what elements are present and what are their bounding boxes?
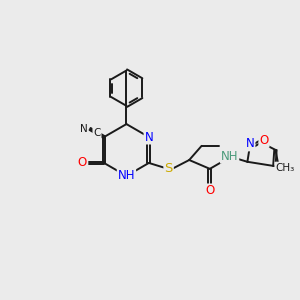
- Text: O: O: [205, 184, 214, 197]
- Text: S: S: [164, 162, 173, 175]
- Text: O: O: [259, 134, 268, 147]
- Text: N: N: [145, 130, 153, 143]
- Text: N: N: [246, 137, 254, 150]
- Text: NH: NH: [118, 169, 135, 182]
- Text: CH₃: CH₃: [275, 163, 295, 172]
- Text: NH: NH: [221, 150, 238, 163]
- Text: N: N: [80, 124, 87, 134]
- Text: O: O: [78, 157, 87, 169]
- Text: C: C: [93, 128, 101, 138]
